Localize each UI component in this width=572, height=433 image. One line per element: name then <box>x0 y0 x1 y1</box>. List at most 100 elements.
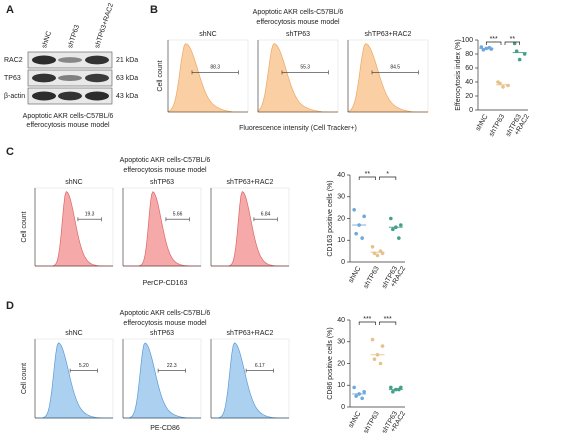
y-axis-label: CD86 positive cells (%) <box>327 327 334 399</box>
data-point <box>370 244 375 249</box>
size-label: 21 kDa <box>116 57 138 64</box>
blot-band <box>85 91 109 101</box>
data-point <box>352 385 356 390</box>
histogram <box>123 342 201 419</box>
blot-caption: efferocytosis mouse model <box>26 122 110 129</box>
data-point <box>362 214 366 219</box>
x-tick-label: shNC <box>348 410 363 429</box>
significance-bracket <box>379 321 397 325</box>
data-point <box>354 394 358 398</box>
gate-value: 6.17 <box>255 363 265 369</box>
y-tick-label: 0 <box>341 404 345 411</box>
data-point <box>389 216 393 221</box>
panel-title: efferocytosis mouse model <box>123 167 207 174</box>
blot-band <box>85 73 109 83</box>
data-point <box>380 344 385 348</box>
data-point <box>522 52 527 56</box>
y-tick-label: 40 <box>465 79 473 86</box>
y-tick-label: 30 <box>337 339 345 346</box>
data-point <box>399 223 403 227</box>
significance-bracket <box>358 176 376 180</box>
y-tick-label: 10 <box>337 382 345 389</box>
y-tick-label: 80 <box>465 51 473 58</box>
size-label: 43 kDa <box>116 93 138 100</box>
group-title: shTP63 <box>150 179 174 186</box>
data-point <box>352 208 356 212</box>
gate-value: 84.5 <box>390 65 400 71</box>
y-tick-label: 0 <box>341 259 345 266</box>
histogram <box>347 43 428 113</box>
blot-band <box>32 91 56 101</box>
y-tick-label: 40 <box>337 172 345 179</box>
x-tick-label: shNC <box>475 113 490 132</box>
y-tick-label: 0 <box>469 107 473 114</box>
data-point <box>391 227 395 232</box>
data-point <box>370 337 375 342</box>
data-point <box>354 231 358 236</box>
data-point <box>512 41 517 46</box>
histogram <box>211 191 289 267</box>
significance-bracket <box>485 41 502 45</box>
y-axis-label: Efferocytosis index (%) <box>455 39 462 110</box>
data-point <box>498 81 502 86</box>
y-tick-label: 10 <box>337 237 345 244</box>
histogram <box>35 191 113 267</box>
group-title: shNC <box>65 179 83 186</box>
group-title: shTP63 <box>150 330 174 337</box>
blot-band <box>32 55 56 65</box>
data-point <box>481 48 486 52</box>
data-point <box>389 385 393 390</box>
panel-title: efferocytosis mouse model <box>123 320 207 327</box>
group-title: shTP63+RAC2 <box>227 179 274 186</box>
blot-band <box>58 91 82 101</box>
data-point <box>375 253 380 258</box>
protein-label: RAC2 <box>4 57 23 64</box>
significance-bracket <box>504 41 521 45</box>
panel-title: Apoptotic AKR cells-C57BL/6 <box>120 310 211 317</box>
data-point <box>397 236 401 240</box>
y-tick-label: 40 <box>337 317 345 324</box>
lane-label: shTP63 <box>67 24 81 49</box>
x-tick-label: shNC <box>348 265 363 284</box>
protein-label: β-actin <box>4 93 25 100</box>
gate-value: 19.3 <box>85 212 95 218</box>
y-tick-label: 20 <box>337 215 345 222</box>
gate-value: 55.3 <box>300 65 310 71</box>
y-axis-label: CD163 positive cells (%) <box>327 180 334 256</box>
x-axis-label: PerCP-CD163 <box>143 280 188 287</box>
histogram <box>35 342 113 419</box>
gate-value: 5.66 <box>173 212 183 218</box>
significance-label: ** <box>510 36 516 43</box>
data-point <box>514 49 519 53</box>
significance-label: ** <box>365 171 371 178</box>
data-point <box>360 236 364 240</box>
y-axis-label: Cell count <box>21 363 28 394</box>
x-tick-label: shTP63 <box>363 265 381 289</box>
significance-label: *** <box>363 316 371 323</box>
significance-label: * <box>386 171 389 178</box>
data-point <box>372 357 377 361</box>
y-tick-label: 20 <box>337 360 345 367</box>
protein-label: TP63 <box>4 75 21 82</box>
panel-label: A <box>6 4 14 16</box>
blot-band <box>32 73 56 83</box>
data-point <box>360 396 364 401</box>
x-axis-label: PE-CD86 <box>150 425 180 432</box>
gate-value: 5.20 <box>79 363 89 369</box>
significance-bracket <box>358 321 376 325</box>
significance-label: *** <box>384 316 392 323</box>
y-tick-label: 100 <box>461 37 473 44</box>
y-tick-label: 60 <box>465 65 473 72</box>
data-point <box>501 85 505 89</box>
group-title: shTP63+RAC2 <box>365 31 412 38</box>
group-title: shNC <box>199 31 217 38</box>
gate-value: 6.84 <box>261 212 271 218</box>
blot-band <box>85 55 109 65</box>
y-axis-label: Cell count <box>21 211 28 242</box>
x-axis-label: Fluorescence intensity (Cell Tracker+) <box>239 125 357 132</box>
panel-label: C <box>6 146 14 158</box>
group-title: shTP63+RAC2 <box>227 330 274 337</box>
data-point <box>479 45 484 49</box>
histogram <box>123 191 201 267</box>
